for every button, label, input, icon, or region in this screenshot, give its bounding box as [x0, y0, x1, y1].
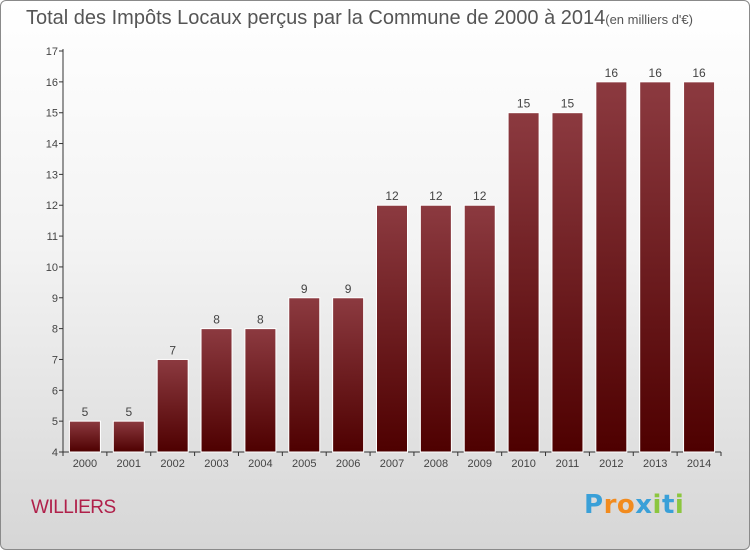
- x-tick-label-2014: 2014: [687, 458, 711, 470]
- y-tick-label: 4: [52, 447, 58, 459]
- y-tick-label: 13: [46, 169, 58, 181]
- data-label-2010: 15: [517, 97, 531, 111]
- data-label-2013: 16: [649, 66, 663, 80]
- y-tick-label: 16: [46, 77, 58, 89]
- y-tick-label: 6: [52, 385, 58, 397]
- chart-title-unit: (en milliers d'€): [605, 12, 693, 27]
- data-label-2008: 12: [429, 189, 443, 203]
- x-tick-label-2004: 2004: [248, 458, 272, 470]
- x-axis: 2000 2001 2002 2003 2004 2005 2006 2007 2008 2009…: [62, 451, 722, 470]
- x-tick-label-2001: 2001: [117, 458, 141, 470]
- x-tick-label-2000: 2000: [73, 458, 97, 470]
- y-tick-label: 17: [46, 46, 58, 58]
- bar-2013[interactable]: [639, 81, 672, 453]
- bar-2005[interactable]: [288, 297, 321, 453]
- bar-2007[interactable]: [376, 204, 408, 453]
- data-label-2009: 12: [473, 189, 487, 203]
- data-label-2000: 5: [82, 405, 89, 419]
- data-label-2002: 7: [169, 343, 176, 357]
- logo-letter: i: [674, 490, 685, 520]
- y-tick-label: 12: [46, 200, 58, 212]
- y-tick-label: 8: [52, 324, 58, 336]
- y-tick-label: 14: [46, 139, 58, 151]
- bar-2009[interactable]: [463, 204, 496, 453]
- bar-2001[interactable]: [112, 420, 145, 453]
- y-tick-label: 11: [47, 231, 58, 243]
- bar-2012[interactable]: [595, 81, 628, 453]
- bar-2011[interactable]: [551, 112, 584, 453]
- x-tick-label-2008: 2008: [424, 458, 448, 470]
- bar-2008[interactable]: [419, 204, 452, 453]
- x-tick-label-2006: 2006: [336, 458, 360, 470]
- data-label-2004: 8: [257, 313, 264, 327]
- y-axis: 4 5 6 7 8 9 10 11 12 13 14 15 16 17: [46, 46, 64, 459]
- data-label-2001: 5: [125, 405, 132, 419]
- data-label-2011: 15: [561, 97, 575, 111]
- x-tick-label-2012: 2012: [599, 458, 623, 470]
- data-label-2005: 9: [301, 282, 308, 296]
- data-label-2003: 8: [213, 313, 220, 327]
- commune-name: WILLIERS: [31, 497, 116, 518]
- x-tick-label-2005: 2005: [292, 458, 316, 470]
- bars: [68, 81, 716, 453]
- logo-letter: i: [652, 490, 662, 520]
- x-tick-label-2009: 2009: [467, 458, 491, 470]
- bar-2004[interactable]: [244, 328, 277, 453]
- data-labels: 5 5 7 8 8 9 9 12 12 12 15 15 16 16 16: [82, 66, 706, 419]
- logo-letter: P: [584, 490, 604, 520]
- logo-letter: x: [635, 490, 653, 520]
- data-label-2012: 16: [605, 66, 619, 80]
- chart-title-text: Total des Impôts Locaux perçus par la Co…: [26, 7, 606, 29]
- bar-2010[interactable]: [507, 112, 540, 453]
- y-tick-label: 15: [46, 108, 58, 120]
- proxiti-logo[interactable]: Proxiti: [584, 490, 684, 520]
- data-label-2014: 16: [692, 66, 706, 80]
- y-tick-label: 5: [52, 416, 58, 428]
- chart-title: Total des Impôts Locaux perçus par la Co…: [26, 7, 693, 30]
- y-tick-label: 10: [46, 262, 58, 274]
- data-label-2006: 9: [345, 282, 352, 296]
- x-tick-label-2011: 2011: [556, 458, 580, 470]
- bar-2003[interactable]: [200, 328, 233, 453]
- bar-2014[interactable]: [683, 81, 716, 453]
- logo-letter: o: [616, 490, 636, 520]
- y-tick-label: 9: [52, 293, 58, 305]
- bar-2002[interactable]: [156, 358, 189, 453]
- x-tick-label-2003: 2003: [204, 458, 228, 470]
- x-tick-label-2007: 2007: [380, 458, 404, 470]
- x-tick-label-2002: 2002: [160, 458, 184, 470]
- bar-2006[interactable]: [332, 297, 365, 453]
- logo-letter: t: [661, 490, 675, 520]
- logo-letter: r: [603, 490, 617, 520]
- x-tick-label-2013: 2013: [643, 458, 667, 470]
- y-tick-label: 7: [52, 354, 58, 366]
- bar-2000[interactable]: [68, 420, 101, 453]
- data-label-2007: 12: [385, 189, 399, 203]
- x-tick-label-2010: 2010: [511, 458, 535, 470]
